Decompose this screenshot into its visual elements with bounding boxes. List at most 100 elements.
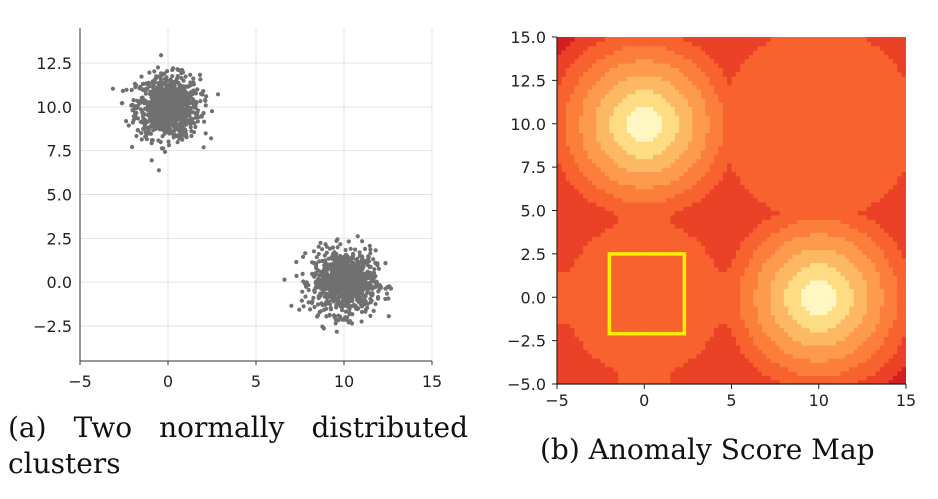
heatmap-cell xyxy=(670,149,676,155)
heatmap-cell xyxy=(635,132,641,138)
heatmap-cell xyxy=(679,197,685,203)
heatmap-cell xyxy=(631,314,637,320)
heatmap-cell xyxy=(683,58,689,64)
heatmap-cell xyxy=(679,353,685,359)
heatmap-cell xyxy=(635,292,641,298)
heatmap-cell xyxy=(644,84,650,90)
scatter-point xyxy=(173,105,178,110)
heatmap-cell xyxy=(705,275,711,281)
heatmap-cell xyxy=(648,145,654,151)
heatmap-cell xyxy=(600,54,606,60)
heatmap-cell xyxy=(639,201,645,207)
heatmap-cell xyxy=(683,132,689,138)
heatmap-cell xyxy=(587,128,593,134)
heatmap-cell xyxy=(570,54,576,60)
heatmap-cell xyxy=(604,71,610,77)
heatmap-cell xyxy=(714,288,720,294)
heatmap-cell xyxy=(618,184,624,190)
heatmap-cell xyxy=(679,258,685,264)
heatmap-cell xyxy=(561,266,567,272)
heatmap-cell xyxy=(618,327,624,333)
scatter-point xyxy=(323,242,328,247)
heatmap-cell xyxy=(705,206,711,212)
heatmap-cell xyxy=(705,162,711,168)
heatmap-cell xyxy=(687,136,693,142)
heatmap-cell xyxy=(652,340,658,346)
heatmap-cell xyxy=(714,84,720,90)
heatmap-cell xyxy=(574,158,580,164)
heatmap-cell xyxy=(618,210,624,216)
heatmap-cell xyxy=(714,128,720,134)
heatmap-cell xyxy=(622,279,628,285)
heatmap-cell xyxy=(722,128,728,134)
heatmap-cell xyxy=(631,210,637,216)
heatmap-cell xyxy=(604,292,610,298)
heatmap-cell xyxy=(561,219,567,225)
heatmap-cell xyxy=(613,184,619,190)
heatmap-cell xyxy=(618,167,624,173)
heatmap-cell xyxy=(692,97,698,103)
heatmap-cell xyxy=(679,89,685,94)
heatmap-cell xyxy=(587,184,593,190)
heatmap-cell xyxy=(587,45,593,51)
heatmap-cell xyxy=(692,253,698,259)
scatter-point xyxy=(135,105,140,110)
heatmap-cell xyxy=(644,110,650,116)
heatmap-cell xyxy=(648,67,654,73)
heatmap-cell xyxy=(600,141,606,147)
scatter-point xyxy=(155,74,160,79)
heatmap-cell xyxy=(679,210,685,216)
scatter-point xyxy=(131,114,136,119)
heatmap-cell xyxy=(670,80,676,86)
heatmap-cell xyxy=(596,340,602,346)
heatmap-cell xyxy=(700,184,706,190)
heatmap-cell xyxy=(657,227,663,233)
heatmap-cell xyxy=(578,119,584,125)
heatmap-cell xyxy=(679,180,685,186)
heatmap-cell xyxy=(578,180,584,186)
heatmap-cell xyxy=(652,123,658,129)
heatmap-cell xyxy=(587,258,593,264)
heatmap-cell xyxy=(574,188,580,194)
heatmap-cell xyxy=(679,279,685,285)
heatmap-cell xyxy=(604,171,610,177)
heatmap-cell xyxy=(722,158,728,164)
heatmap-cell xyxy=(674,106,680,112)
heatmap-cell xyxy=(652,262,658,268)
heatmap-cell xyxy=(578,149,584,155)
heatmap-cell xyxy=(561,93,567,99)
heatmap-cell xyxy=(622,288,628,294)
heatmap-cell xyxy=(661,136,667,142)
heatmap-cell xyxy=(674,145,680,151)
heatmap-cell xyxy=(666,149,672,155)
heatmap-cell xyxy=(565,171,571,177)
heatmap-cell xyxy=(626,149,632,155)
heatmap-cell xyxy=(648,357,654,363)
heatmap-cell xyxy=(604,154,610,160)
heatmap-cell xyxy=(670,362,676,368)
heatmap-cell xyxy=(644,206,650,212)
heatmap-cell xyxy=(570,76,576,81)
heatmap-cell xyxy=(657,301,663,307)
heatmap-cell xyxy=(644,71,650,77)
heatmap-cell xyxy=(674,245,680,251)
heatmap-cell xyxy=(722,253,728,259)
scatter-point xyxy=(197,72,203,77)
heatmap-cell xyxy=(648,223,654,229)
heatmap-cell xyxy=(591,128,597,134)
scatter-point xyxy=(165,97,170,102)
heatmap-cell xyxy=(727,253,733,259)
heatmap-cell xyxy=(657,45,663,51)
heatmap-cell xyxy=(692,336,698,342)
heatmap-cell xyxy=(613,214,619,220)
heatmap-cell xyxy=(609,340,615,346)
heatmap-cell xyxy=(609,323,615,329)
heatmap-cell xyxy=(635,37,641,42)
heatmap-cell xyxy=(683,223,689,229)
heatmap-cell xyxy=(709,71,715,77)
scatter-point xyxy=(146,80,151,86)
heatmap-cell xyxy=(574,245,580,251)
heatmap-cell xyxy=(657,50,663,55)
scatter-point xyxy=(354,306,359,311)
heatmap-cell xyxy=(661,214,667,220)
